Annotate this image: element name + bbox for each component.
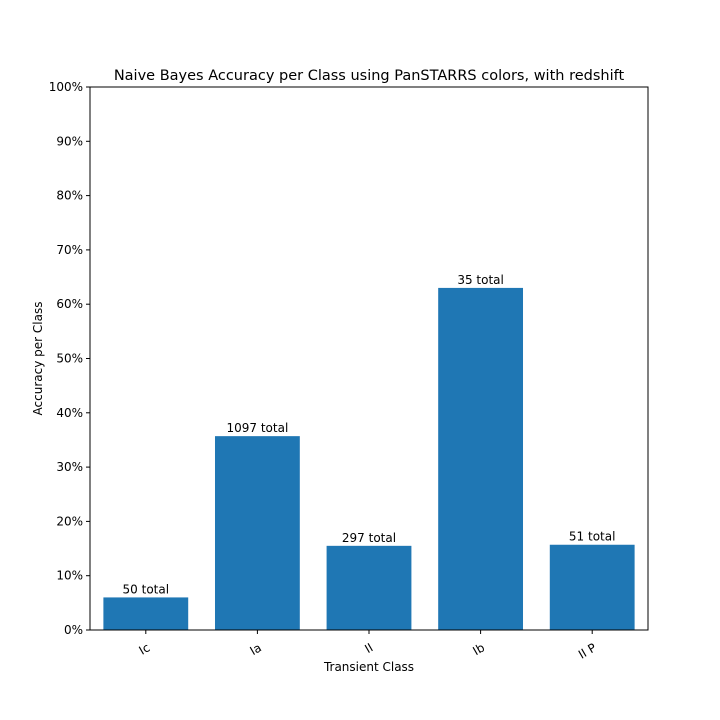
y-tick-label: 70% bbox=[56, 243, 83, 257]
bar-value-label: 50 total bbox=[123, 582, 170, 596]
y-tick-label: 30% bbox=[56, 460, 83, 474]
y-axis-ticks: 0% 10% 20% 30% 40% 50% 60% 70% 80% 90% 100% bbox=[49, 80, 90, 637]
bars-group bbox=[103, 287, 635, 630]
y-tick-label: 50% bbox=[56, 352, 83, 366]
x-axis-title: Transient Class bbox=[323, 660, 414, 674]
y-axis-title: Accuracy per Class bbox=[31, 302, 45, 416]
bar-value-label: 35 total bbox=[457, 273, 504, 287]
bar-value-label: 1097 total bbox=[227, 421, 289, 435]
y-tick-label: 100% bbox=[49, 80, 83, 94]
bar-ib bbox=[438, 287, 524, 630]
plot-frame bbox=[89, 86, 649, 631]
y-tick-label: 80% bbox=[56, 189, 83, 203]
y-tick-label: 40% bbox=[56, 406, 83, 420]
y-tick-label: 90% bbox=[56, 134, 83, 148]
bar-ia bbox=[214, 436, 300, 630]
y-tick-label: 60% bbox=[56, 297, 83, 311]
chart-title: Naive Bayes Accuracy per Class using Pan… bbox=[114, 68, 625, 84]
bar-ii-p bbox=[549, 544, 635, 630]
y-tick-label: 20% bbox=[56, 514, 83, 528]
y-tick-label: 0% bbox=[64, 623, 83, 637]
bar-labels-group: 50 total 1097 total 297 total 35 total 51 to… bbox=[123, 273, 616, 597]
y-tick-label: 10% bbox=[56, 569, 83, 583]
bar-value-label: 297 total bbox=[342, 531, 396, 545]
bar-value-label: 51 total bbox=[569, 530, 616, 544]
bar-ii bbox=[326, 545, 412, 630]
bar-ic bbox=[103, 597, 189, 630]
